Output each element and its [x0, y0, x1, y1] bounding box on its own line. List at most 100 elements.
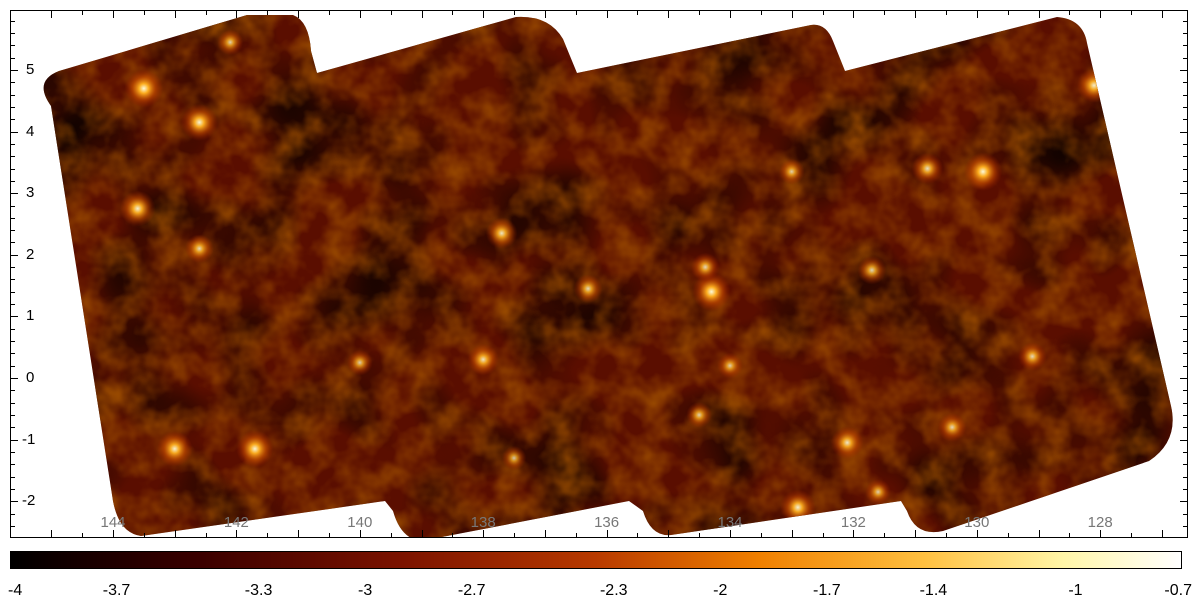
tick-mark [51, 11, 53, 18]
tick-mark [267, 11, 269, 15]
colorbar-tick-label: -2 [713, 582, 728, 599]
tick-mark [822, 533, 824, 537]
source-blob [119, 190, 156, 227]
tick-mark [11, 341, 15, 343]
tick-mark [328, 533, 330, 537]
x-tick-label: 134 [717, 514, 743, 531]
tick-mark [11, 131, 18, 133]
tick-mark [606, 530, 608, 537]
tick-mark [11, 464, 15, 466]
colorbar-tick-label: -0.7 [1164, 582, 1192, 599]
tick-mark [1161, 11, 1163, 18]
tick-mark [1038, 11, 1040, 18]
tick-mark [359, 11, 361, 18]
tick-mark [452, 533, 454, 537]
source-blob [937, 412, 967, 442]
tick-mark [1183, 488, 1187, 490]
tick-mark [11, 525, 15, 527]
source-blob [911, 152, 944, 185]
tick-mark [976, 11, 978, 18]
tick-mark [1183, 353, 1187, 355]
tick-mark [11, 205, 15, 207]
tick-mark [1161, 530, 1163, 537]
tick-mark [637, 11, 639, 15]
tick-mark [421, 530, 423, 537]
tick-mark [1183, 427, 1187, 429]
tick-mark [452, 11, 454, 15]
tick-mark [1183, 156, 1187, 158]
tick-mark [1183, 168, 1187, 170]
tick-mark [11, 242, 15, 244]
tick-mark [1183, 106, 1187, 108]
source-blob [467, 343, 500, 376]
tick-mark [11, 316, 18, 318]
tick-mark [668, 11, 670, 18]
source-blob [501, 445, 527, 471]
tick-mark [11, 501, 18, 503]
tick-mark [483, 530, 485, 537]
tick-mark [11, 217, 15, 219]
tick-mark [11, 82, 15, 84]
tick-mark [1183, 45, 1187, 47]
tick-mark [1183, 525, 1187, 527]
tick-mark [1183, 291, 1187, 293]
tick-mark [1183, 390, 1187, 392]
tick-mark [1069, 11, 1071, 15]
tick-mark [11, 291, 15, 293]
tick-mark [544, 11, 546, 18]
tick-mark [11, 279, 15, 281]
source-blob [692, 272, 731, 312]
tick-mark [1183, 402, 1187, 404]
source-blob [236, 430, 274, 468]
tick-mark [1100, 530, 1102, 537]
tick-mark [1183, 20, 1187, 22]
tick-mark [945, 533, 947, 537]
tick-mark [11, 106, 15, 108]
colorbar-tick-label: -3.3 [244, 582, 273, 599]
tick-mark [1180, 439, 1187, 441]
source-blob [690, 252, 720, 282]
tick-mark [1183, 143, 1187, 145]
tick-mark [11, 328, 15, 330]
tick-mark [298, 11, 300, 18]
tick-mark [822, 11, 824, 15]
tick-mark [1180, 131, 1187, 133]
source-blob [717, 352, 743, 379]
tick-mark [606, 11, 608, 18]
y-tick-label: -2 [22, 492, 36, 510]
tick-mark [1183, 33, 1187, 35]
source-blob [180, 103, 218, 141]
tick-mark [174, 11, 176, 18]
tick-mark [853, 11, 855, 18]
source-blob [778, 158, 805, 185]
tick-mark [760, 533, 762, 537]
tick-mark [575, 533, 577, 537]
source-blob [346, 349, 373, 376]
colorbar-tick-label: -2.7 [457, 582, 486, 599]
source-blob [779, 489, 816, 526]
source-blob [217, 29, 244, 56]
tick-mark [1183, 513, 1187, 515]
intensity-map [43, 15, 1173, 537]
tick-mark [11, 33, 15, 35]
tick-mark [1183, 82, 1187, 84]
tick-mark [1183, 180, 1187, 182]
x-tick-label: 144 [100, 514, 126, 531]
source-blob [830, 426, 864, 460]
tick-mark [11, 180, 15, 182]
source-blob [184, 234, 214, 264]
map-frame [10, 10, 1188, 538]
source-blob [1076, 68, 1112, 103]
y-tick-label: 5 [26, 61, 35, 78]
y-tick-label: 1 [26, 307, 35, 325]
tick-mark [11, 70, 18, 71]
tick-mark [11, 390, 15, 392]
tick-mark [11, 402, 15, 404]
tick-mark [1183, 414, 1187, 416]
tick-mark [1183, 94, 1187, 96]
tick-mark [143, 11, 145, 15]
tick-mark [1180, 70, 1187, 71]
tick-mark [113, 530, 114, 537]
tick-mark [205, 11, 207, 15]
tick-mark [1069, 533, 1071, 537]
